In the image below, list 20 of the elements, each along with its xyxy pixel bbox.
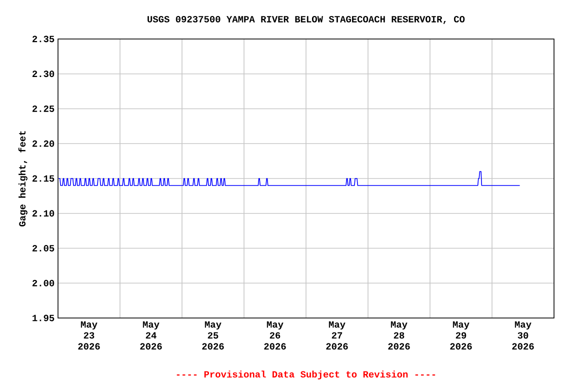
x-tick-label: May 24 2026 [140,321,162,350]
y-tick-label: 2.00 [32,280,54,286]
x-tick-label: May 28 2026 [388,321,410,350]
x-tick-label: May 26 2026 [264,321,286,350]
x-tick-label: May 30 2026 [512,321,534,350]
x-tick-label: May 29 2026 [450,321,472,350]
text: ---- Provisional Data Subject to Revision ---- [176,370,436,380]
chart-title: USGS 09237500 YAMPA RIVER BELOW STAGECOACH RESERVOIR, CO [148,16,465,24]
y-tick-label: 2.20 [32,140,54,147]
y-tick-label: 2.35 [32,36,54,42]
y-tick-label: 2.05 [32,245,54,252]
y-tick-label: 2.30 [32,70,54,78]
y-tick-label: 2.25 [32,106,54,112]
y-axis-title: Gage height, feet [18,131,28,226]
x-tick-label: May 27 2026 [326,321,348,350]
x-tick-label: May 23 2026 [78,321,100,350]
x-tick-label: May 25 2026 [202,321,224,350]
y-tick-label: 2.15 [32,175,54,182]
y-tick-label: 1.95 [32,314,54,322]
y-tick-label: 2.10 [32,210,54,217]
